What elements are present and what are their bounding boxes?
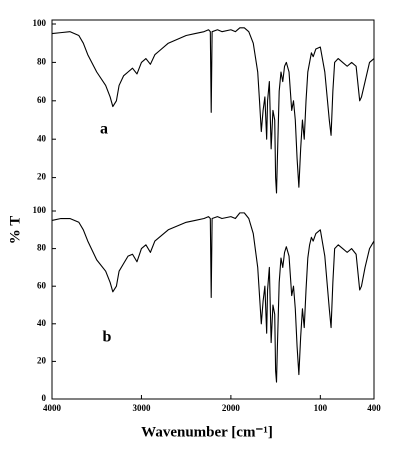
y-tick-label: 0 (42, 393, 47, 403)
y-tick-label: 80 (37, 56, 47, 66)
y-axis-label: % T (7, 216, 23, 244)
x-tick-label: 3000 (132, 403, 151, 413)
y-tick-label: 20 (37, 355, 47, 365)
x-axis-label: Wavenumber [cm⁻¹] (141, 424, 273, 440)
x-tick-label: 2000 (222, 403, 241, 413)
y-tick-label: 40 (37, 133, 47, 143)
y-tick-label: 100 (33, 205, 47, 215)
x-tick-label: 4000 (43, 403, 62, 413)
y-tick-label: 80 (37, 243, 47, 253)
spectrum-line (51, 27, 375, 194)
x-tick-label: 400 (367, 403, 381, 413)
plot-frame (51, 19, 375, 400)
spectrum-line (51, 212, 375, 383)
panel-label: b (103, 329, 112, 346)
y-tick-label: 40 (37, 318, 47, 328)
y-tick-label: 60 (37, 280, 47, 290)
panel-label: a (100, 121, 108, 138)
x-tick-label: 100 (314, 403, 328, 413)
y-tick-label: 100 (33, 18, 47, 28)
y-tick-label: 20 (37, 172, 47, 182)
y-tick-label: 60 (37, 95, 47, 105)
